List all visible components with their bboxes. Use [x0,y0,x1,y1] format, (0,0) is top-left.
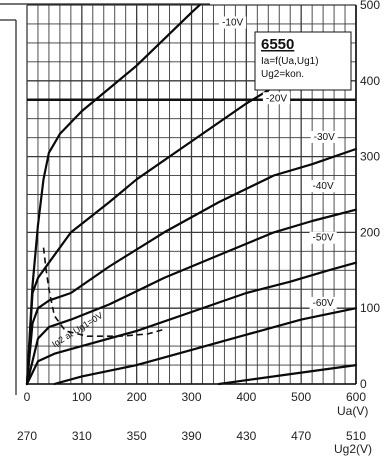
x-tick-label: 600 [346,390,366,404]
chart-series [25,3,358,386]
curve-label-background [310,130,338,143]
x-tick-label: 300 [181,390,201,404]
series-line-7 [217,364,358,386]
curve-label-background [309,296,337,309]
series-line-1 [25,3,201,386]
chart-grid [26,4,357,385]
x2-tick-label: 470 [291,429,311,443]
series-line-2 [25,85,275,386]
y-tick-label: 100 [360,301,380,315]
curve-label-background [309,231,337,244]
x2-tick-label: 270 [17,429,37,443]
curve-label: -60V [313,298,334,309]
legend-box [254,31,352,91]
curve-label: -50V [313,233,334,244]
curve-label: -20V [266,93,287,104]
legend-line: Ug2=kon. [261,69,304,80]
y-tick-label: 400 [360,74,380,88]
curve-label: -10V [222,17,243,28]
chart-legend: 6550 Ia=f(Ua,Ug1) Ug2=kon. [254,31,352,91]
x2-tick-label: 310 [72,429,92,443]
x-axis-label: Ua(V) [337,404,368,418]
y-tick-label: 300 [360,150,380,164]
legend-title: 6550 [261,36,294,53]
x-tick-label: 400 [236,390,256,404]
curve-label: -40V [313,181,334,192]
x2-axis-label: Ug2(V) [334,442,372,456]
x-tick-label: 500 [291,390,311,404]
x2-tick-label: 390 [181,429,201,443]
chart-axes [0,3,357,395]
y-tick-label: 0 [360,377,367,391]
y-tick-label: 500 [360,0,380,12]
curve-label-background [219,16,247,29]
legend-line: Ia=f(Ua,Ug1) [261,56,319,67]
series-line-4 [25,208,358,386]
curve-label: -30V [314,132,335,143]
x2-tick-label: 350 [127,429,147,443]
x-tick-label: 200 [127,390,147,404]
x2-tick-label: 510 [346,429,366,443]
x-tick-label: 0 [24,390,31,404]
screen-current-curve [42,247,165,337]
curve-label-background [309,180,337,193]
series-line-6 [53,307,358,386]
x2-tick-label: 430 [236,429,256,443]
series-line-3 [25,147,358,386]
x-tick-label: 100 [72,390,92,404]
series-line-5 [25,261,358,386]
curve-label-background [262,92,291,105]
y-tick-label: 200 [360,225,380,239]
